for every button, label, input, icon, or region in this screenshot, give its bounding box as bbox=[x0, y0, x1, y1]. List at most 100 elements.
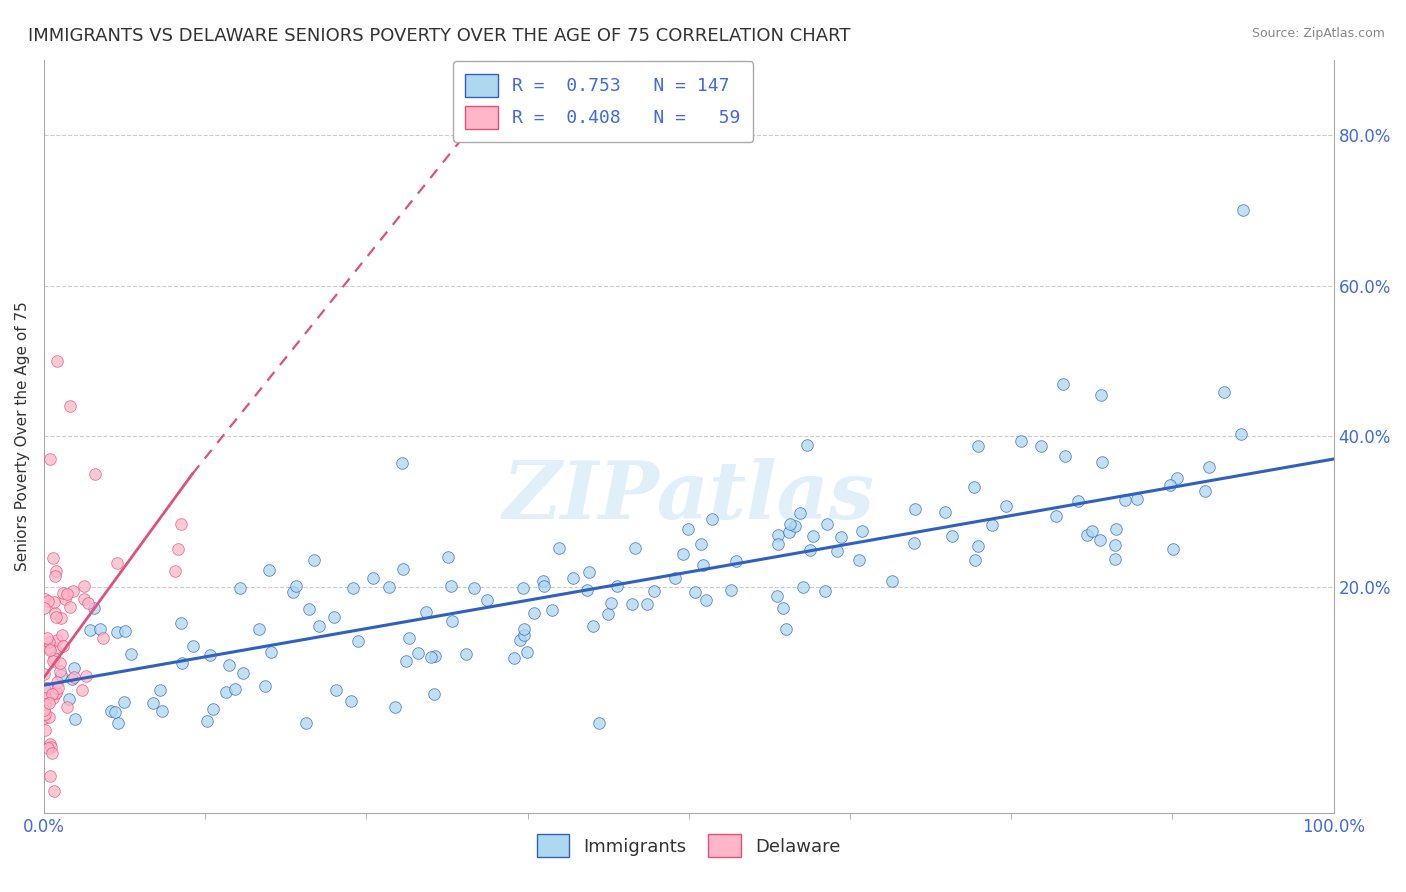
Point bbox=[1054, 449, 1077, 463]
Point bbox=[994, 500, 1017, 514]
Point bbox=[516, 645, 538, 659]
Point bbox=[45, 685, 67, 699]
Point bbox=[298, 602, 321, 616]
Point bbox=[391, 456, 413, 470]
Point bbox=[676, 523, 699, 537]
Point bbox=[34, 697, 56, 711]
Point bbox=[1104, 522, 1126, 536]
Point bbox=[224, 682, 246, 697]
Point bbox=[181, 639, 204, 653]
Point bbox=[599, 596, 621, 610]
Point bbox=[1076, 528, 1098, 542]
Point bbox=[689, 537, 711, 551]
Point bbox=[70, 682, 93, 697]
Point bbox=[848, 553, 870, 567]
Point bbox=[39, 643, 62, 657]
Point bbox=[44, 651, 66, 665]
Point bbox=[789, 506, 811, 520]
Point bbox=[578, 565, 600, 579]
Point bbox=[202, 702, 225, 716]
Point bbox=[63, 661, 86, 675]
Point bbox=[107, 715, 129, 730]
Point bbox=[41, 691, 63, 706]
Point bbox=[45, 686, 67, 700]
Point bbox=[200, 648, 222, 662]
Legend: Immigrants, Delaware: Immigrants, Delaware bbox=[530, 827, 848, 864]
Point bbox=[1230, 426, 1253, 441]
Point bbox=[475, 592, 498, 607]
Point bbox=[620, 597, 643, 611]
Point bbox=[1010, 434, 1032, 448]
Point bbox=[398, 632, 420, 646]
Point bbox=[815, 517, 838, 532]
Point bbox=[254, 679, 277, 693]
Point bbox=[55, 699, 77, 714]
Point bbox=[1090, 533, 1112, 548]
Point bbox=[49, 668, 72, 682]
Point bbox=[46, 633, 69, 648]
Point bbox=[257, 563, 280, 577]
Point bbox=[588, 715, 610, 730]
Point bbox=[1194, 484, 1216, 499]
Point bbox=[228, 581, 250, 595]
Point bbox=[89, 622, 111, 636]
Point bbox=[53, 591, 76, 606]
Point bbox=[395, 654, 418, 668]
Point bbox=[49, 656, 72, 670]
Point bbox=[596, 607, 619, 622]
Point bbox=[38, 709, 60, 723]
Point bbox=[32, 666, 55, 681]
Point bbox=[75, 669, 97, 683]
Point bbox=[503, 650, 526, 665]
Point bbox=[423, 687, 446, 701]
Point bbox=[39, 452, 62, 467]
Point bbox=[114, 624, 136, 638]
Point bbox=[1125, 492, 1147, 507]
Point bbox=[41, 746, 63, 760]
Point bbox=[32, 600, 55, 615]
Point bbox=[62, 583, 84, 598]
Point bbox=[58, 692, 80, 706]
Point bbox=[347, 634, 370, 648]
Point bbox=[342, 581, 364, 595]
Point bbox=[1232, 203, 1254, 218]
Point bbox=[672, 547, 695, 561]
Point bbox=[73, 592, 96, 607]
Point bbox=[1198, 459, 1220, 474]
Point bbox=[775, 622, 797, 636]
Point bbox=[73, 578, 96, 592]
Point bbox=[778, 524, 800, 539]
Point bbox=[624, 541, 647, 556]
Point bbox=[903, 535, 925, 549]
Point bbox=[531, 574, 554, 588]
Point bbox=[34, 690, 56, 705]
Point bbox=[965, 553, 987, 567]
Point bbox=[1159, 477, 1181, 491]
Point bbox=[37, 740, 59, 755]
Point bbox=[575, 583, 598, 598]
Point bbox=[792, 580, 814, 594]
Point bbox=[39, 768, 62, 782]
Point bbox=[548, 541, 571, 555]
Text: ZIPatlas: ZIPatlas bbox=[503, 458, 875, 535]
Point bbox=[813, 583, 835, 598]
Point bbox=[285, 579, 308, 593]
Point bbox=[44, 595, 66, 609]
Point bbox=[32, 711, 55, 725]
Point bbox=[378, 580, 401, 594]
Point bbox=[783, 519, 806, 533]
Point bbox=[941, 528, 963, 542]
Point bbox=[232, 665, 254, 680]
Point bbox=[105, 624, 128, 639]
Point bbox=[361, 571, 384, 585]
Point bbox=[107, 556, 129, 570]
Point bbox=[42, 654, 65, 668]
Point bbox=[440, 614, 463, 628]
Point bbox=[44, 641, 66, 656]
Point bbox=[1081, 524, 1104, 538]
Point bbox=[523, 607, 546, 621]
Point bbox=[42, 551, 65, 566]
Point bbox=[1067, 494, 1090, 508]
Point bbox=[766, 536, 789, 550]
Point bbox=[406, 646, 429, 660]
